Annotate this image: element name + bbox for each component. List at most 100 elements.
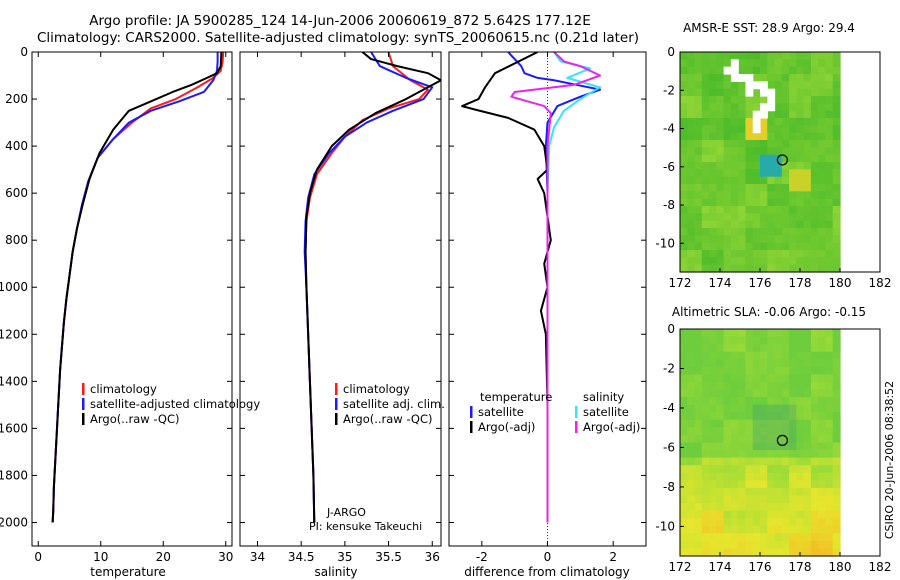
map-grid-cell [716, 220, 725, 229]
map-grid-cell [701, 176, 710, 185]
map-grid-cell [781, 228, 790, 236]
map-grid-cell [774, 495, 783, 504]
map-grid-cell [760, 487, 768, 497]
map-grid-cell [789, 213, 797, 222]
map-grid-cell [716, 465, 725, 474]
map-grid-cell [694, 162, 703, 170]
map-grid-cell [680, 465, 688, 474]
map-grid-cell [730, 351, 739, 360]
map-grid-cell [774, 374, 783, 383]
map-grid-cell [789, 412, 797, 421]
map-grid-cell [716, 397, 725, 406]
map-grid-cell [680, 228, 688, 236]
map-grid-cell [745, 140, 754, 148]
map-grid-cell [752, 264, 761, 273]
map-grid-cell [767, 132, 776, 141]
map-grid-cell [818, 191, 827, 200]
map-grid-cell [789, 162, 797, 170]
map-grid-cell [774, 510, 783, 519]
map-grid-cell [796, 450, 805, 459]
map-grid-cell [789, 242, 797, 251]
map-grid-cell [818, 480, 827, 489]
map-grid-cell [803, 525, 812, 534]
map-grid-cell [745, 169, 754, 178]
map-grid-cell [825, 132, 834, 141]
map-grid-cell [701, 96, 710, 104]
map-grid-cell [745, 366, 754, 375]
map-grid-cell [796, 228, 805, 236]
map-grid-cell [789, 103, 797, 112]
map-grid-cell [680, 427, 688, 436]
map-grid-cell [818, 66, 827, 75]
map-grid-cell [723, 81, 732, 90]
map-grid-cell [796, 419, 805, 428]
map-grid-cell [825, 540, 834, 550]
map-grid-cell [701, 397, 710, 406]
map-grid-cell [810, 419, 819, 428]
map-grid-cell [745, 389, 754, 398]
map-grid-cell [767, 154, 776, 163]
map-grid-cell [832, 533, 841, 542]
map-grid-cell [687, 366, 696, 375]
map-grid-cell [818, 96, 827, 104]
map-grid-cell [709, 351, 717, 360]
map-grid-cell [752, 525, 761, 534]
map-grid-cell [730, 442, 739, 451]
map-grid-cell [789, 472, 797, 481]
map-grid-cell [789, 518, 797, 527]
map-grid-cell [730, 140, 739, 148]
map-grid-cell [818, 206, 827, 214]
map-grid-cell [760, 235, 768, 244]
salinity-series-black-line [304, 52, 441, 523]
sst_map-xtick-label: 176 [749, 276, 772, 290]
map-grid-cell [694, 374, 703, 383]
map-grid-cell [767, 480, 776, 489]
map-grid-cell [825, 487, 834, 497]
map-grid-cell [723, 533, 732, 542]
map-grid-cell [789, 336, 797, 345]
map-grid-cell [767, 250, 776, 258]
difference-xtick-label: -2 [476, 550, 488, 564]
map-grid-cell [810, 442, 819, 451]
map-grid-cell [760, 59, 768, 68]
map-grid-cell [789, 169, 797, 178]
map-grid-cell [701, 495, 710, 504]
map-grid-cell [832, 125, 841, 134]
map-grid-cell [774, 389, 783, 398]
map-grid-cell [723, 169, 732, 178]
map-grid-cell [796, 81, 805, 90]
map-grid-cell [745, 125, 754, 134]
map-grid-cell [687, 389, 696, 398]
map-grid-cell [687, 191, 696, 200]
map-grid-cell [760, 412, 768, 421]
temperature-axes-frame [31, 51, 233, 547]
salinity-xtick-label: 34.5 [288, 550, 315, 564]
map-grid-cell [818, 103, 827, 112]
map-grid-cell [781, 472, 790, 481]
temperature-xtick-label: 30 [218, 550, 233, 564]
map-grid-cell [767, 52, 776, 60]
map-grid-cell [825, 110, 834, 119]
map-grid-cell [745, 472, 754, 481]
map-grid-cell [752, 329, 761, 338]
map-grid-cell [803, 518, 812, 527]
map-grid-cell [716, 533, 725, 542]
map-grid-cell [730, 191, 739, 200]
map-grid-cell [796, 397, 805, 406]
map-grid-cell [701, 480, 710, 489]
map-grid-cell [709, 510, 717, 519]
map-grid-cell [781, 52, 790, 60]
map-grid-cell [767, 533, 776, 542]
map-grid-cell [789, 351, 797, 360]
map-grid-cell [745, 154, 754, 163]
map-grid-cell [680, 525, 688, 534]
map-grid-cell [701, 404, 710, 413]
map-grid-cell [818, 250, 827, 258]
map-grid-cell [694, 250, 703, 258]
map-grid-cell [694, 450, 703, 459]
map-grid-cell [781, 404, 790, 413]
map-grid-cell [745, 257, 754, 266]
map-grid-cell [680, 336, 688, 345]
map-grid-cell [810, 66, 819, 75]
